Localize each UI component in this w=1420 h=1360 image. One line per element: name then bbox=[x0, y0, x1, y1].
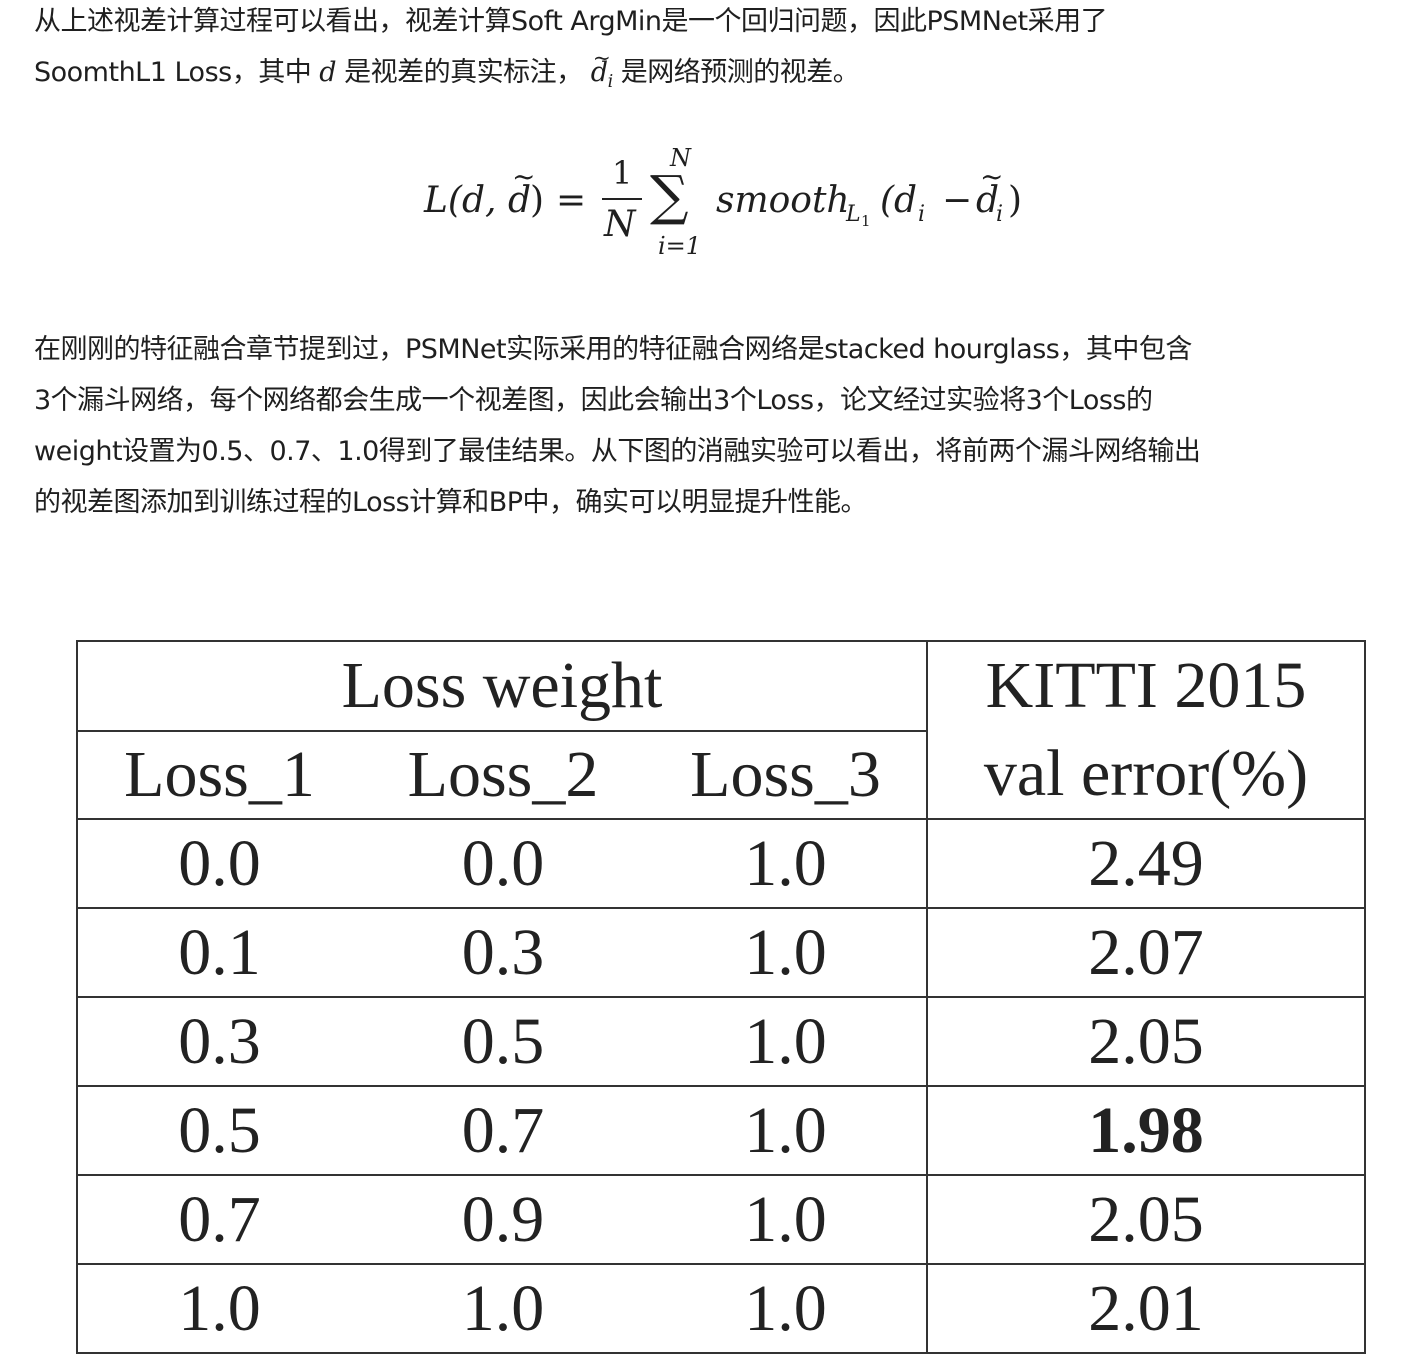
loss-weight-ablation-table: Loss weight KITTI 2015 val error(%) Loss… bbox=[76, 640, 1366, 1360]
formula-equals: = bbox=[556, 180, 587, 221]
cell-loss-3: 1.0 bbox=[645, 1263, 927, 1354]
cell-loss-3: 1.0 bbox=[645, 1174, 927, 1265]
cell-loss-1: 0.7 bbox=[76, 1174, 361, 1265]
cell-loss-1: 0.1 bbox=[76, 907, 361, 998]
table-row: 0.3 0.5 1.0 2.05 bbox=[76, 996, 1366, 1087]
formula-minus: − bbox=[942, 180, 973, 221]
cell-loss-3: 1.0 bbox=[645, 1085, 927, 1176]
formula-sum-sign: ∑ bbox=[650, 164, 689, 227]
intro-line-2-text-b: 是视差的真实标注， bbox=[336, 57, 583, 88]
cell-loss-3: 1.0 bbox=[645, 996, 927, 1087]
cell-val-error: 2.49 bbox=[926, 818, 1366, 909]
formula-arg-close: ) bbox=[1008, 180, 1023, 221]
formula-sum-top: N bbox=[670, 144, 691, 172]
formula-lhs-d: d bbox=[508, 180, 532, 221]
formula-arg-tilde: ~ bbox=[980, 160, 1004, 193]
col-header-loss-2: Loss_2 bbox=[361, 730, 645, 820]
formula-lhs-tilde: ~ bbox=[512, 160, 536, 193]
cell-loss-2: 0.9 bbox=[361, 1174, 645, 1265]
group-header-loss-weight: Loss weight bbox=[76, 640, 928, 732]
var-d: d bbox=[319, 57, 337, 88]
formula-sum-bottom: i=1 bbox=[658, 232, 702, 260]
cell-val-error-best: 1.98 bbox=[926, 1085, 1366, 1176]
cell-loss-1: 1.0 bbox=[76, 1263, 361, 1354]
formula-arg-open: (d bbox=[880, 180, 918, 221]
var-d-tilde-i: ~ di bbox=[590, 46, 614, 108]
results-table: Loss weight KITTI 2015 val error(%) Loss… bbox=[76, 640, 1366, 1354]
formula-func-sub: L bbox=[846, 202, 861, 227]
table-row: 1.0 1.0 1.0 2.01 bbox=[76, 1263, 1366, 1354]
intro-line-1: 从上述视差计算过程可以看出，视差计算Soft ArgMin是一个回归问题，因此P… bbox=[34, 6, 1108, 37]
formula-lhs-close: ) bbox=[530, 180, 545, 221]
cell-val-error: 2.07 bbox=[926, 907, 1366, 998]
formula-frac-num: 1 bbox=[612, 154, 633, 192]
formula-frac-bar bbox=[602, 198, 642, 200]
formula-func-sub-sub: 1 bbox=[861, 212, 871, 230]
table-row: 0.7 0.9 1.0 2.05 bbox=[76, 1174, 1366, 1265]
cell-val-error: 2.05 bbox=[926, 1174, 1366, 1265]
hourglass-line-3: weight设置为0.5、0.7、1.0得到了最佳结果。从下图的消融实验可以看出… bbox=[34, 436, 1201, 467]
formula-arg-i: i bbox=[918, 202, 926, 227]
cell-val-error: 2.05 bbox=[926, 996, 1366, 1087]
var-di-sub: i bbox=[607, 72, 614, 93]
tilde-mark: ~ bbox=[592, 46, 611, 71]
cell-loss-2: 0.7 bbox=[361, 1085, 645, 1176]
cell-val-error: 2.01 bbox=[926, 1263, 1366, 1354]
intro-paragraph: 从上述视差计算过程可以看出，视差计算Soft ArgMin是一个回归问题，因此P… bbox=[34, 0, 1414, 108]
hourglass-line-2: 3个漏斗网络，每个网络都会生成一个视差图，因此会输出3个Loss，论文经过实验将… bbox=[34, 385, 1153, 416]
cell-loss-3: 1.0 bbox=[645, 818, 927, 909]
table-row: 0.1 0.3 1.0 2.07 bbox=[76, 907, 1366, 998]
col-header-loss-3: Loss_3 bbox=[645, 730, 927, 820]
formula-func: smooth bbox=[716, 180, 850, 221]
cell-loss-1: 0.0 bbox=[76, 818, 361, 909]
formula-lhs: L(d, bbox=[424, 180, 497, 221]
intro-line-2-text-a: SoomthL1 Loss，其中 bbox=[34, 57, 320, 88]
table-row: 0.5 0.7 1.0 1.98 bbox=[76, 1085, 1366, 1176]
metric-header: KITTI 2015 val error(%) bbox=[926, 640, 1366, 820]
var-di-letter: d bbox=[590, 57, 608, 88]
cell-loss-2: 0.0 bbox=[361, 818, 645, 909]
hourglass-paragraph: 在刚刚的特征融合章节提到过，PSMNet实际采用的特征融合网络是stacked … bbox=[34, 324, 1414, 528]
cell-loss-1: 0.5 bbox=[76, 1085, 361, 1176]
cell-loss-2: 0.5 bbox=[361, 996, 645, 1087]
cell-loss-3: 1.0 bbox=[645, 907, 927, 998]
smooth-l1-formula: L(d, d ~ ) = 1 N N ∑ i=1 smooth L 1 (d i… bbox=[0, 140, 1420, 265]
hourglass-line-1: 在刚刚的特征融合章节提到过，PSMNet实际采用的特征融合网络是stacked … bbox=[34, 334, 1192, 365]
cell-loss-2: 1.0 bbox=[361, 1263, 645, 1354]
formula-arg-i2: i bbox=[996, 202, 1004, 227]
formula-frac-den: N bbox=[604, 204, 636, 245]
cell-loss-2: 0.3 bbox=[361, 907, 645, 998]
intro-line-2-text-c: 是网络预测的视差。 bbox=[612, 57, 860, 88]
cell-loss-1: 0.3 bbox=[76, 996, 361, 1087]
metric-header-line-2: val error(%) bbox=[983, 737, 1309, 810]
table-row: 0.0 0.0 1.0 2.49 bbox=[76, 818, 1366, 909]
hourglass-line-4: 的视差图添加到训练过程的Loss计算和BP中，确实可以明显提升性能。 bbox=[34, 487, 868, 518]
formula-arg-d: d bbox=[976, 180, 1000, 221]
metric-header-line-1: KITTI 2015 bbox=[985, 649, 1307, 722]
col-header-loss-1: Loss_1 bbox=[76, 730, 361, 820]
intro-line-2: SoomthL1 Loss，其中 d 是视差的真实标注， ~ di 是网络预测的视… bbox=[34, 46, 1414, 108]
